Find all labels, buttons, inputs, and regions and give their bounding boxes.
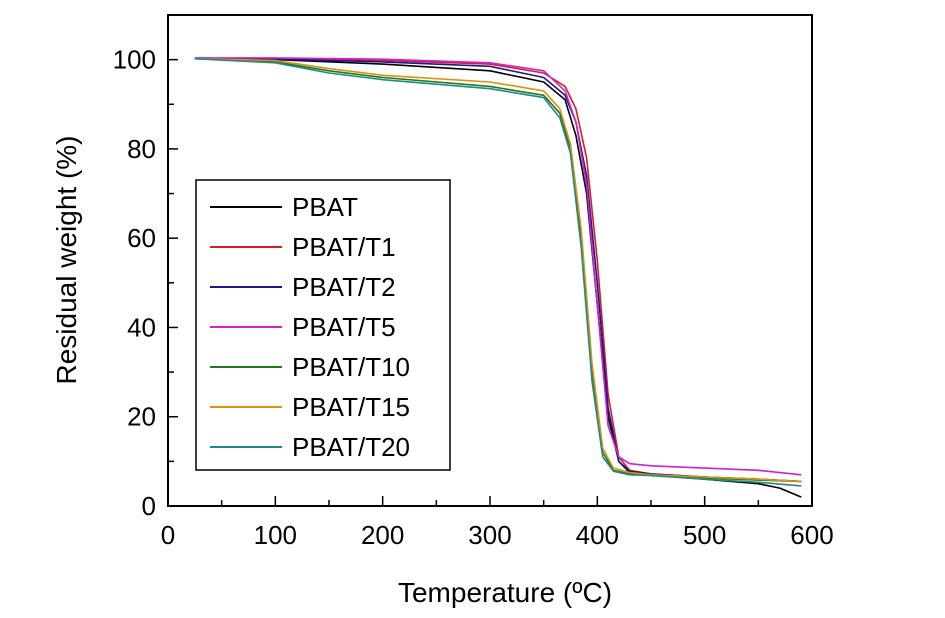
y-tick-label: 80 xyxy=(127,134,156,164)
legend-label: PBAT/T1 xyxy=(292,232,396,262)
axis-ticks: 0 100 200 300 400 500 600 0 20 40 60 80 100 xyxy=(113,45,834,550)
legend-label: PBAT/T20 xyxy=(292,432,410,462)
x-tick-label: 400 xyxy=(576,520,619,550)
series-line-pbat-t15 xyxy=(194,57,802,483)
legend-label: PBAT/T10 xyxy=(292,352,410,382)
x-tick-label: 600 xyxy=(790,520,833,550)
series-lines xyxy=(194,57,802,498)
x-tick-label: 500 xyxy=(683,520,726,550)
y-tick-label: 0 xyxy=(142,491,156,521)
legend-label: PBAT/T5 xyxy=(292,312,396,342)
y-tick-label: 60 xyxy=(127,223,156,253)
legend-label: PBAT/T2 xyxy=(292,272,396,302)
legend-box xyxy=(195,179,451,471)
x-tick-label: 300 xyxy=(468,520,511,550)
y-tick-label: 40 xyxy=(127,312,156,342)
legend: PBAT PBAT/T1 PBAT/T2 PBAT/T5 PBAT/T10 PBAT/T1… xyxy=(195,179,451,471)
legend-items: PBAT PBAT/T1 PBAT/T2 PBAT/T5 PBAT/T10 PBAT/T1… xyxy=(210,192,410,462)
x-tick-label: 0 xyxy=(161,520,175,550)
y-tick-label: 100 xyxy=(113,45,156,75)
x-tick-label: 100 xyxy=(254,520,297,550)
legend-label: PBAT xyxy=(292,192,358,222)
x-tick-label: 200 xyxy=(361,520,404,550)
y-axis-title: Residual weight (%) xyxy=(51,136,82,385)
series-line-pbat-t5 xyxy=(194,57,802,476)
y-tick-label: 20 xyxy=(127,402,156,432)
series-line-pbat-t20 xyxy=(194,57,802,487)
legend-label: PBAT/T15 xyxy=(292,392,410,422)
x-axis-title: Temperature (ºC) xyxy=(398,577,612,608)
